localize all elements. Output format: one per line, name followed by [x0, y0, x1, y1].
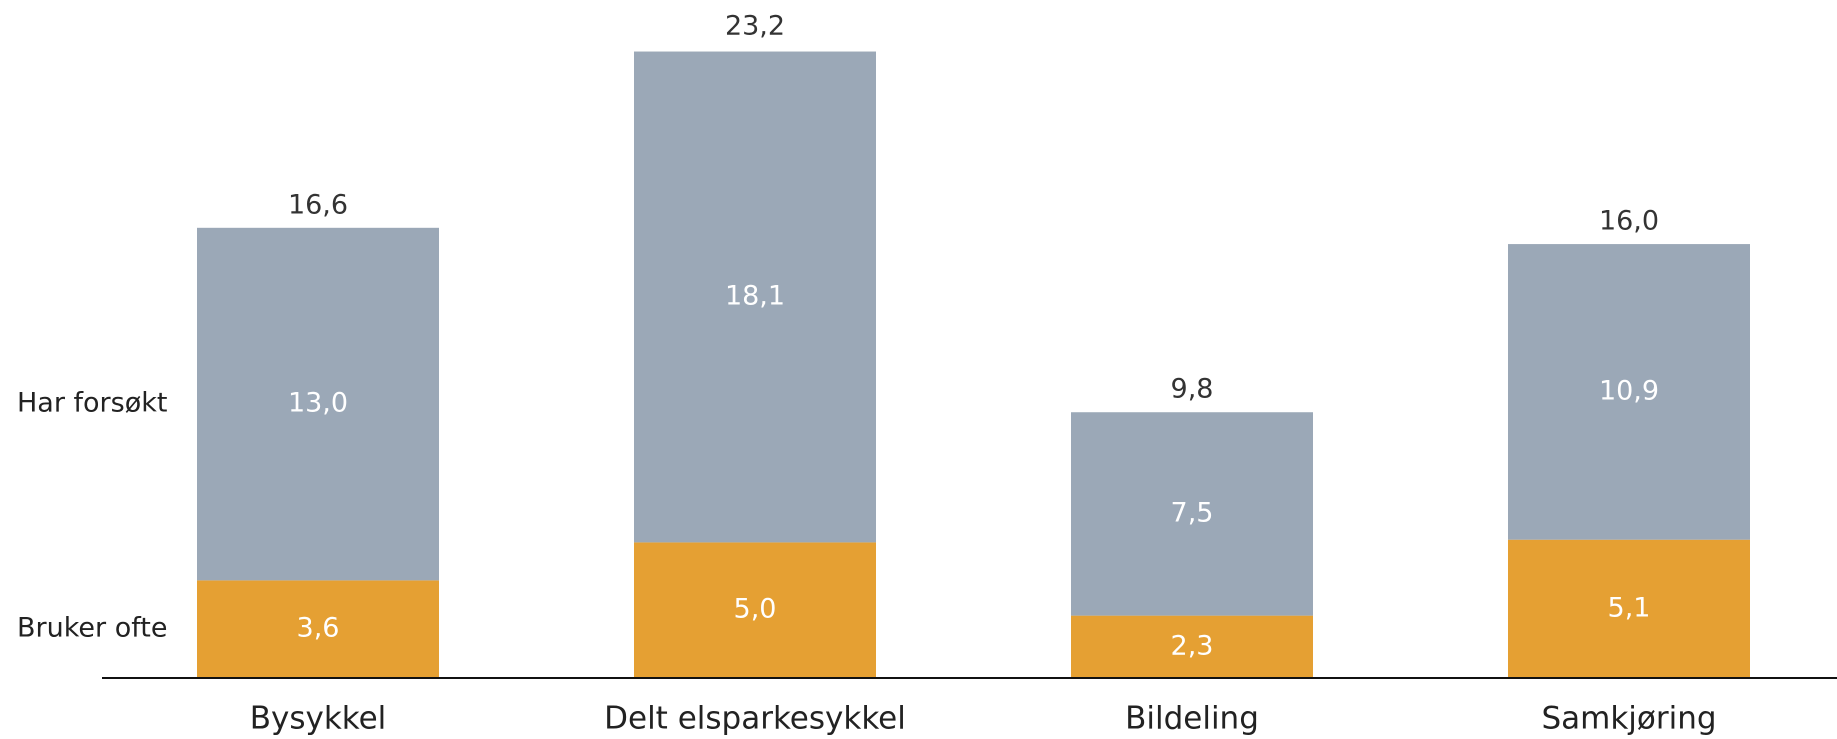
bar-segment	[197, 580, 439, 678]
bar-segment	[1071, 412, 1313, 616]
value-label: 2,3	[1171, 630, 1214, 661]
value-label: 7,5	[1171, 497, 1214, 528]
bar-segment	[634, 51, 876, 543]
total-label: 23,2	[725, 10, 785, 41]
bar-segment	[1508, 244, 1750, 540]
total-label: 9,8	[1171, 374, 1214, 405]
value-label: 13,0	[288, 388, 348, 419]
legend-label: Har forsøkt	[17, 388, 167, 419]
value-label: 5,1	[1608, 592, 1651, 623]
x-tick-label: Bildeling	[1125, 701, 1259, 737]
value-label: 3,6	[297, 613, 340, 644]
x-tick-label: Bysykkel	[250, 701, 387, 737]
bar-segment	[1071, 615, 1313, 678]
bar-segment	[1508, 539, 1750, 678]
total-label: 16,0	[1599, 206, 1659, 237]
x-tick-label: Delt elsparkesykkel	[604, 701, 906, 737]
legend-label: Bruker ofte	[17, 613, 167, 644]
bar-segment	[197, 227, 439, 581]
total-label: 16,6	[288, 189, 348, 220]
value-label: 10,9	[1599, 375, 1659, 406]
x-tick-label: Samkjøring	[1541, 701, 1716, 737]
value-label: 5,0	[734, 594, 777, 625]
value-label: 18,1	[725, 280, 785, 311]
bar-segment	[634, 542, 876, 678]
